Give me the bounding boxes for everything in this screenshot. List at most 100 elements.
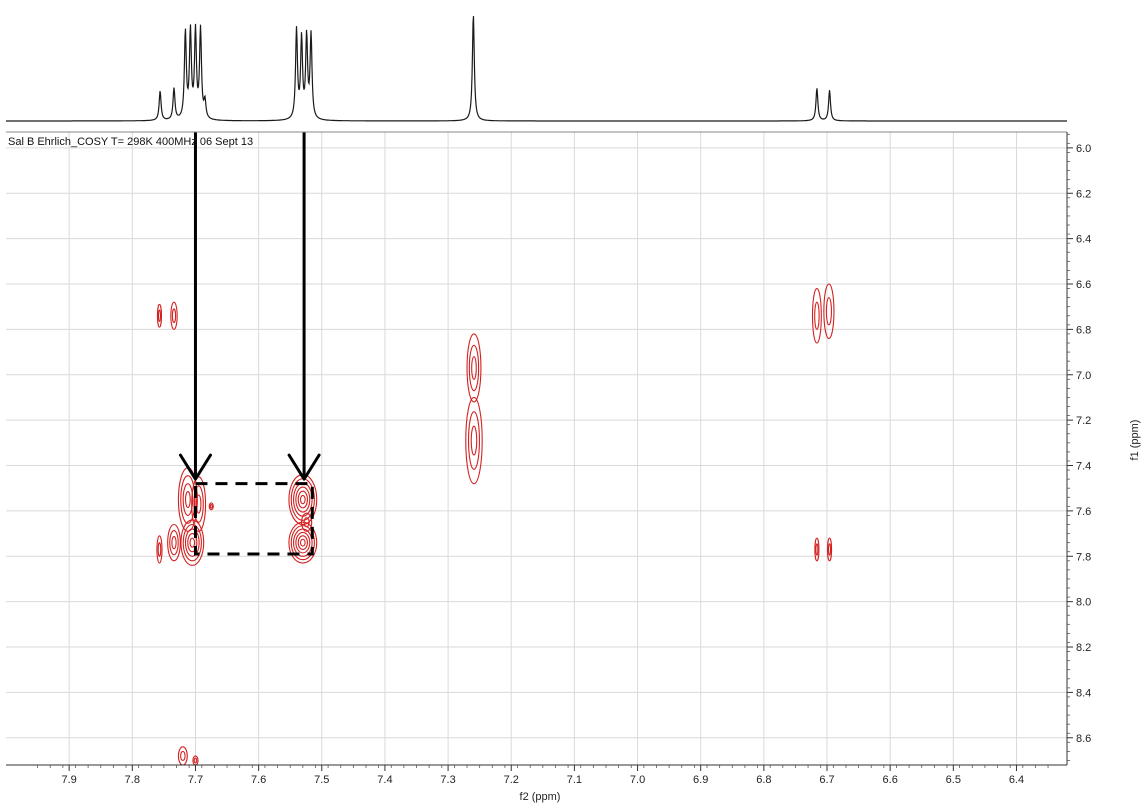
- contour-level: [180, 750, 186, 762]
- contour-level: [827, 543, 832, 556]
- y-tick-label: 8.6: [1076, 733, 1091, 745]
- x-tick-label: 6.8: [756, 774, 771, 786]
- contour-level: [290, 525, 315, 561]
- y-tick-label: 7.6: [1076, 506, 1091, 518]
- x-tick-label: 7.4: [377, 774, 392, 786]
- cross-peak: [156, 535, 163, 564]
- cross-peak: [465, 396, 483, 485]
- contour-level: [815, 543, 819, 556]
- contour-level: [826, 537, 833, 562]
- contour-level: [295, 531, 311, 554]
- annotations: [178, 132, 321, 556]
- contour-level: [182, 523, 202, 562]
- contour-level: [297, 490, 309, 509]
- cross-peak: [170, 301, 178, 330]
- contour-level: [467, 411, 480, 470]
- x-tick-label: 6.9: [693, 774, 708, 786]
- contour-level: [471, 356, 477, 380]
- x-tick-label: 7.3: [440, 774, 455, 786]
- y-tick-label: 8.2: [1076, 642, 1091, 654]
- contour-level: [184, 491, 191, 509]
- contour-level: [299, 538, 306, 547]
- contour-level: [171, 536, 177, 550]
- y-tick-label: 8.0: [1076, 597, 1091, 609]
- contour-level: [182, 483, 194, 516]
- x-tick-label: 7.5: [314, 774, 329, 786]
- cross-peak: [301, 512, 313, 532]
- y-axis-title: f1 (ppm): [1129, 420, 1141, 461]
- contour-level: [295, 486, 311, 513]
- cross-peak: [208, 502, 214, 511]
- y-tick-label: 6.8: [1076, 324, 1091, 336]
- cross-peak: [191, 476, 207, 532]
- x-tick-label: 7.7: [188, 774, 203, 786]
- cross-peak: [180, 519, 205, 566]
- contour-level: [299, 494, 306, 505]
- x-tick-label: 6.6: [883, 774, 898, 786]
- contour-level: [157, 309, 162, 322]
- contour-level: [189, 537, 196, 548]
- arrow-head: [287, 453, 321, 481]
- contour-level: [825, 297, 832, 326]
- x-tick-label: 7.9: [62, 774, 77, 786]
- contour-level: [156, 303, 163, 328]
- y-tick-label: 7.4: [1076, 461, 1091, 473]
- contour-level: [193, 757, 198, 764]
- cross-peak: [811, 287, 822, 344]
- contour-level: [297, 535, 309, 551]
- arrow-head: [178, 453, 212, 481]
- x-tick-label: 7.2: [504, 774, 519, 786]
- contour-level: [470, 425, 478, 456]
- cross-peak: [826, 537, 833, 562]
- contour-level: [303, 517, 310, 528]
- contour-level: [180, 475, 196, 524]
- contour-level: [301, 512, 313, 532]
- cross-peak-contours: [156, 283, 835, 766]
- x-tick-label: 7.1: [567, 774, 582, 786]
- cross-peak: [167, 523, 181, 562]
- contour-level: [823, 283, 835, 340]
- spectrum-header: Sal B Ehrlich_COSY T= 298K 400MHz 06 Sep…: [8, 136, 253, 148]
- cross-peak: [823, 283, 835, 340]
- x-axis-title: f2 (ppm): [520, 791, 561, 803]
- contour-level: [193, 485, 204, 523]
- contour-level: [468, 344, 480, 392]
- contour-level: [466, 333, 482, 403]
- contour-level: [811, 287, 822, 344]
- contour-level: [184, 528, 200, 557]
- y-tick-label: 6.0: [1076, 143, 1091, 155]
- contour-level: [171, 308, 177, 324]
- contour-level: [167, 523, 181, 562]
- x-tick-label: 6.7: [819, 774, 834, 786]
- y-tick-label: 6.2: [1076, 188, 1091, 200]
- contour-level: [195, 494, 202, 514]
- contour-level: [187, 533, 198, 553]
- y-tick-label: 7.0: [1076, 370, 1091, 382]
- y-tick-label: 8.4: [1076, 687, 1091, 699]
- contour-level: [157, 542, 162, 557]
- cross-peak: [466, 333, 482, 403]
- cross-peak: [156, 303, 163, 328]
- x-tick-label: 6.5: [946, 774, 961, 786]
- contour-level: [209, 504, 213, 509]
- contour-level: [465, 396, 483, 485]
- 1d-proton-spectrum-trace: [6, 16, 1067, 122]
- x-axis-ticks: 7.9 7.8 7.7 7.6 7.5 7.4 7.3 7.2 7.1 7.0 6.9 6.8 6.7 6…: [37, 765, 1049, 786]
- x-tick-label: 7.6: [251, 774, 266, 786]
- y-tick-label: 6.4: [1076, 234, 1091, 246]
- cross-peak: [814, 537, 820, 562]
- contour-level: [208, 502, 214, 511]
- contour-level: [169, 530, 179, 556]
- contour-level: [814, 537, 820, 562]
- contour-level: [814, 301, 820, 330]
- x-tick-label: 6.4: [1009, 774, 1024, 786]
- y-tick-label: 7.8: [1076, 551, 1091, 563]
- contour-level: [180, 519, 205, 566]
- y-tick-label: 6.6: [1076, 279, 1091, 291]
- x-tick-label: 7.8: [125, 774, 140, 786]
- x-tick-label: 7.0: [630, 774, 645, 786]
- contour-level: [288, 521, 318, 564]
- y-tick-label: 7.2: [1076, 415, 1091, 427]
